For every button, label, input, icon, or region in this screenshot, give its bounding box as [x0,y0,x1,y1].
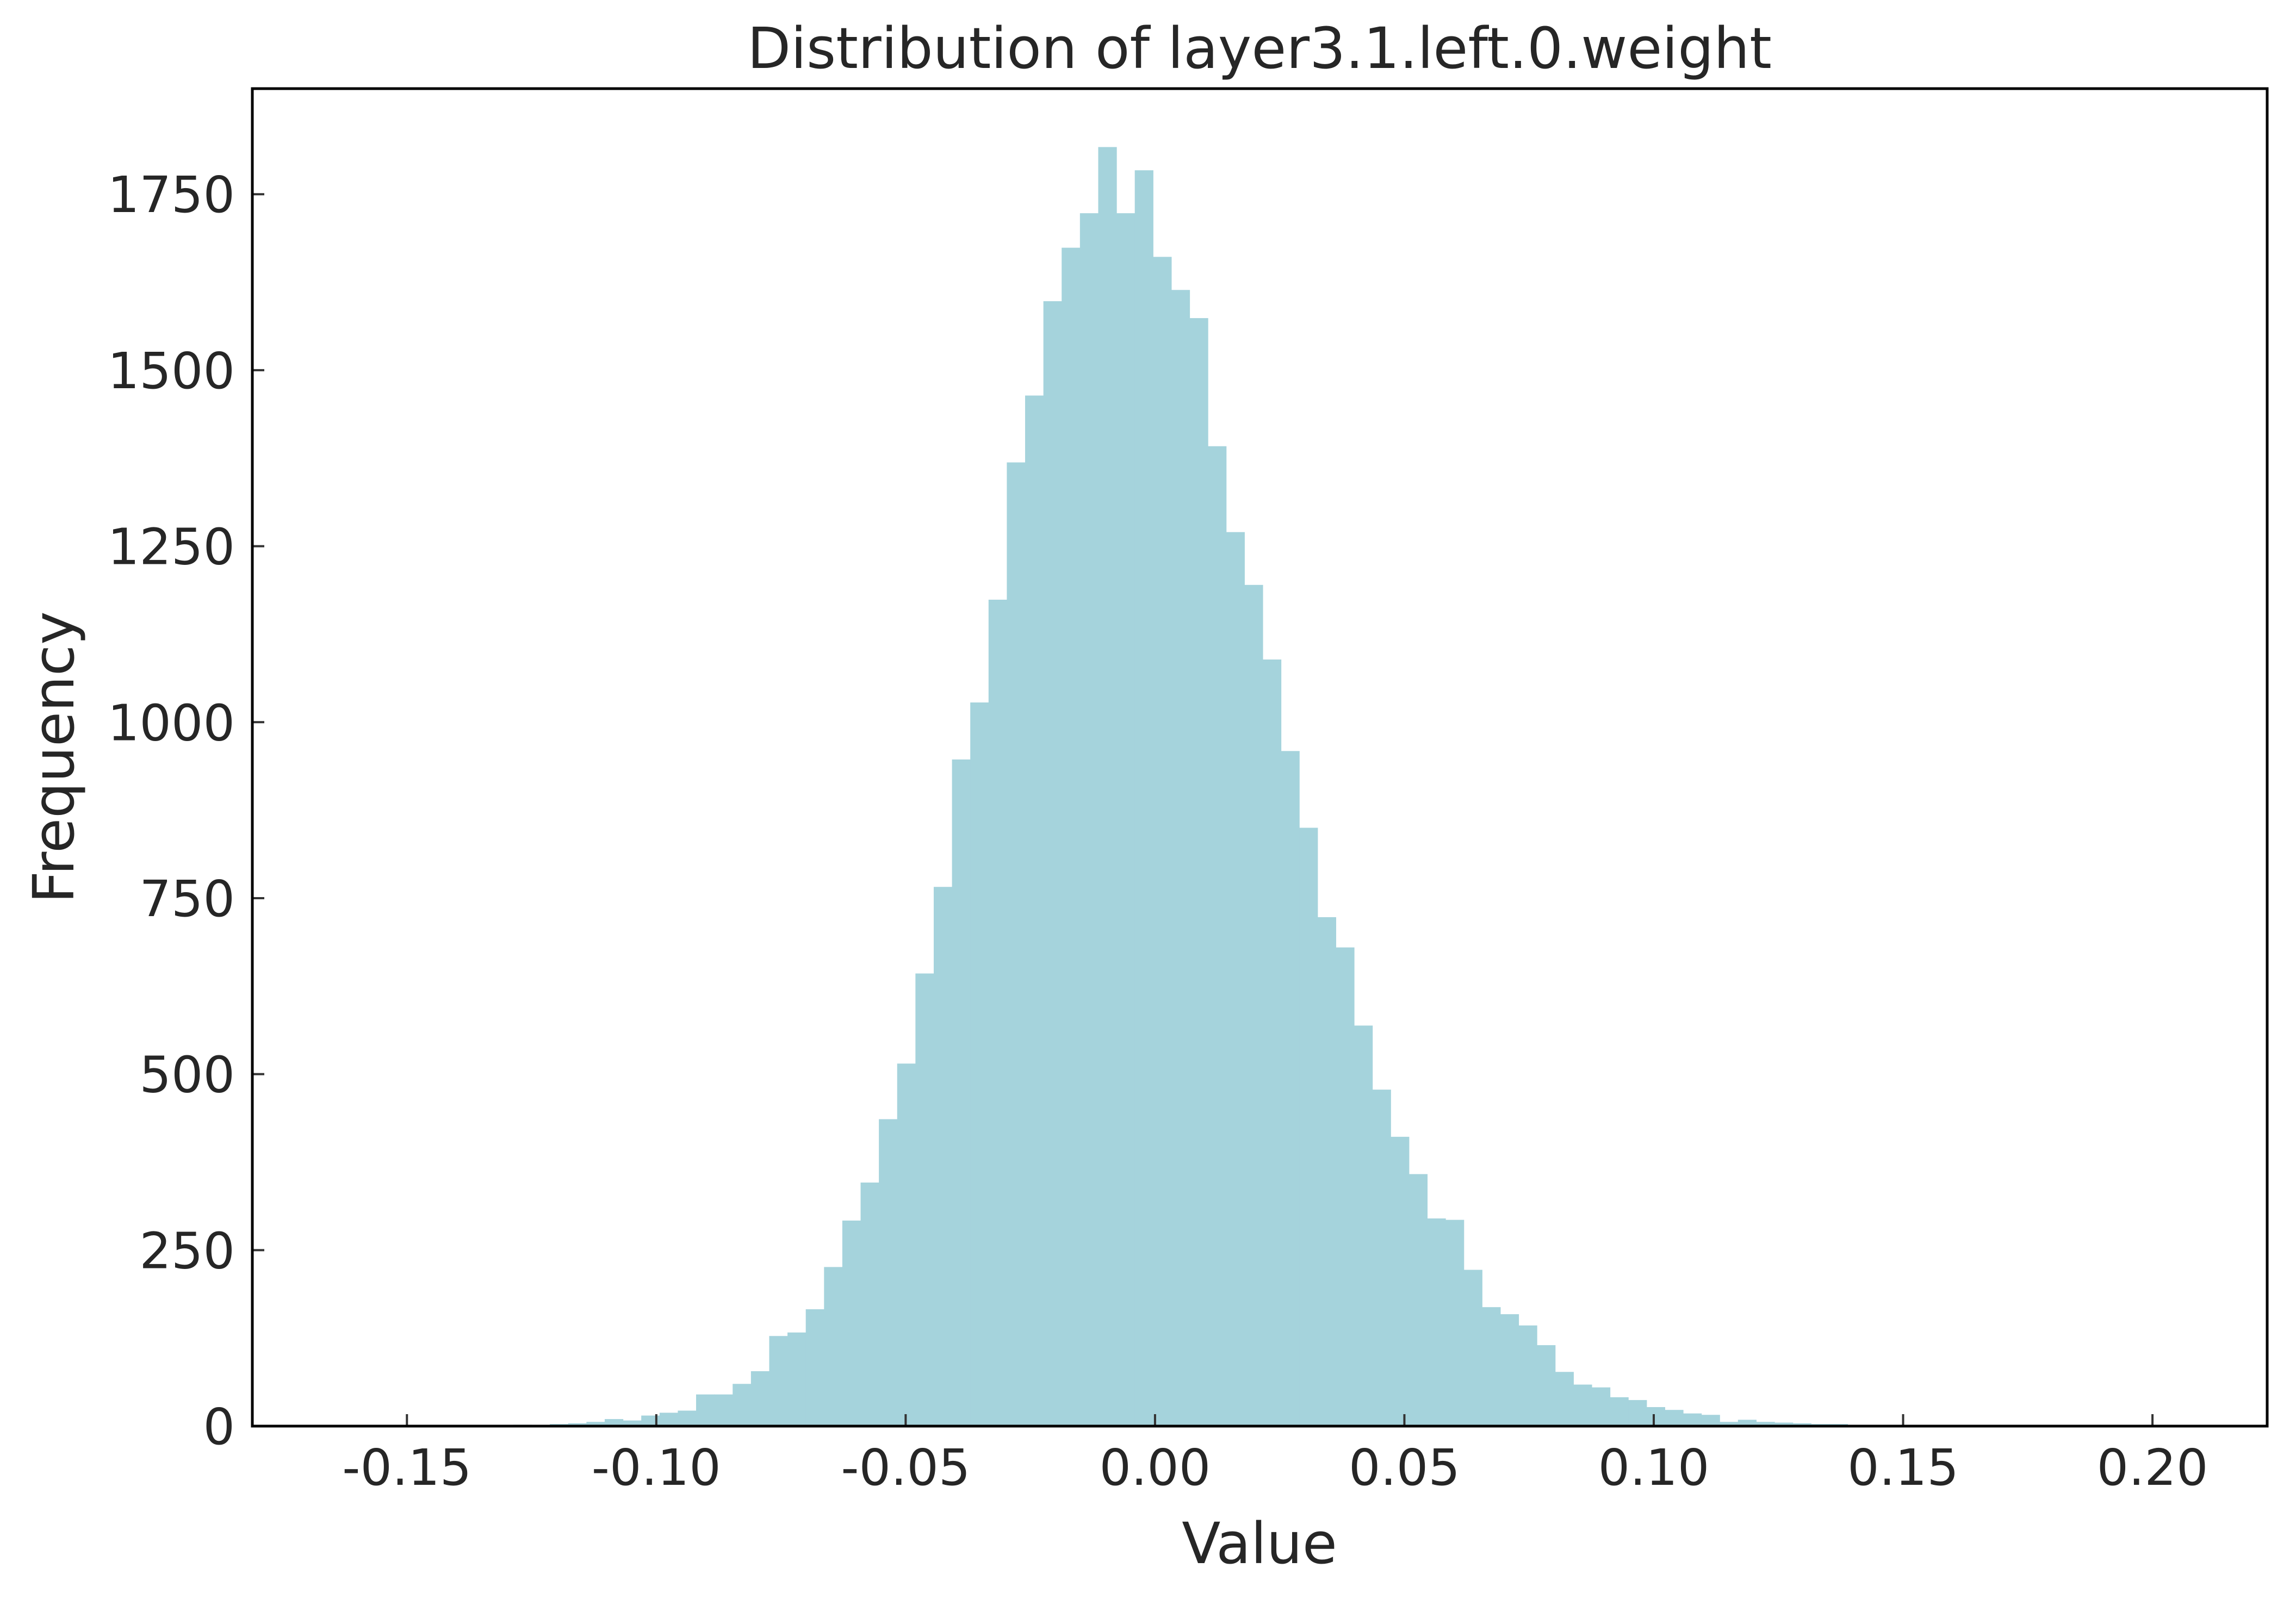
histogram-bar [1391,1136,1410,1426]
histogram-bars [513,147,1848,1427]
histogram-bar [1665,1410,1684,1426]
y-tick-label: 500 [139,1046,235,1104]
histogram-bar [1701,1415,1720,1426]
histogram-bar [1445,1220,1465,1426]
histogram-bar [879,1119,898,1426]
histogram-bar [623,1420,642,1426]
histogram-bar [568,1423,587,1426]
histogram-bar [769,1336,788,1426]
histogram-bar [733,1384,752,1426]
y-tick-label: 1250 [108,518,235,576]
histogram-bar [696,1394,715,1426]
histogram-bar [988,599,1007,1426]
histogram-bar [1408,1174,1428,1426]
x-tick-label: 0.20 [2097,1439,2208,1497]
y-tick-label: 1750 [108,166,235,224]
histogram-bar [1482,1307,1501,1426]
histogram-bar [1500,1314,1519,1426]
x-tick-label: 0.05 [1349,1439,1460,1497]
y-tick-label: 1000 [108,694,235,752]
histogram-bar [1573,1384,1592,1426]
histogram-bar [1098,147,1117,1427]
histogram-bar [1737,1420,1757,1426]
histogram-bar [915,973,934,1426]
histogram-bar [604,1419,624,1426]
y-tick-label: 750 [139,870,235,928]
histogram-bar [1628,1400,1647,1426]
histogram-bar [1518,1325,1537,1426]
histogram-bar [1153,257,1172,1427]
histogram-bar [1792,1423,1811,1426]
x-tick-label: 0.10 [1598,1439,1710,1497]
histogram-bar [787,1332,806,1426]
histogram-bar [1079,213,1099,1427]
histogram-bar [1756,1422,1775,1426]
histogram-bar [586,1422,605,1426]
y-axis-ticks: 0 250 500 750 1000 1250 1500 1750 [108,166,264,1456]
histogram-bar [1720,1422,1739,1426]
x-tick-label: -0.10 [592,1439,721,1497]
histogram-bar [1208,446,1227,1426]
histogram-bar [1189,318,1208,1426]
histogram-bar [1062,247,1081,1427]
histogram-bar [1025,395,1044,1426]
histogram-bar [952,759,971,1426]
histogram-bar [659,1413,679,1426]
y-tick-label: 1500 [108,342,235,400]
x-tick-label: -0.05 [841,1439,970,1497]
histogram-bar [1043,301,1062,1426]
y-tick-label: 0 [203,1398,235,1456]
x-axis-label: Value [1182,1510,1337,1577]
histogram-bar [1555,1372,1574,1426]
histogram-bar [1683,1413,1702,1426]
histogram-bar [1244,584,1263,1426]
y-tick-label: 250 [139,1222,235,1280]
histogram-bar [678,1410,697,1426]
histogram-bar [970,702,989,1426]
histogram-bar [1226,532,1245,1427]
histogram-bar [1116,213,1135,1427]
histogram-bar [842,1220,861,1426]
histogram-bar [897,1063,916,1426]
histogram-bar [1262,659,1282,1426]
histogram-bar [1463,1270,1482,1426]
histogram-bar [933,887,953,1426]
histogram-bar [1336,947,1355,1426]
y-axis-label: Frequency [21,611,87,903]
histogram-bar [1317,917,1336,1426]
x-axis-ticks: -0.15 -0.10 -0.05 0.00 0.05 0.10 0.15 0.20 [342,1414,2208,1497]
histogram-bar [714,1394,733,1426]
chart-title: Distribution of layer3.1.left.0.weight [747,15,1772,82]
histogram-bar [1354,1025,1373,1426]
histogram-bar [1281,751,1300,1426]
histogram-bar [1537,1345,1556,1426]
histogram-bar [805,1309,824,1426]
plot-frame [251,87,2269,1428]
histogram-bar [860,1183,879,1426]
histogram-bar [1591,1387,1611,1426]
histogram-bar [824,1267,843,1426]
histogram-bar [1427,1218,1446,1426]
x-tick-label: -0.15 [342,1439,471,1497]
histogram-bar [1610,1397,1629,1426]
histogram-bar [1134,170,1153,1427]
histogram-bar [1774,1422,1794,1426]
histogram-bar [750,1371,770,1426]
histogram-bar [1007,462,1026,1426]
x-tick-label: 0.15 [1847,1439,1959,1497]
histogram-bar [1299,828,1318,1426]
histogram-bar [1171,290,1190,1426]
x-tick-label: 0.00 [1099,1439,1211,1497]
histogram-bar [1646,1407,1665,1426]
histogram-bar [1372,1090,1391,1426]
